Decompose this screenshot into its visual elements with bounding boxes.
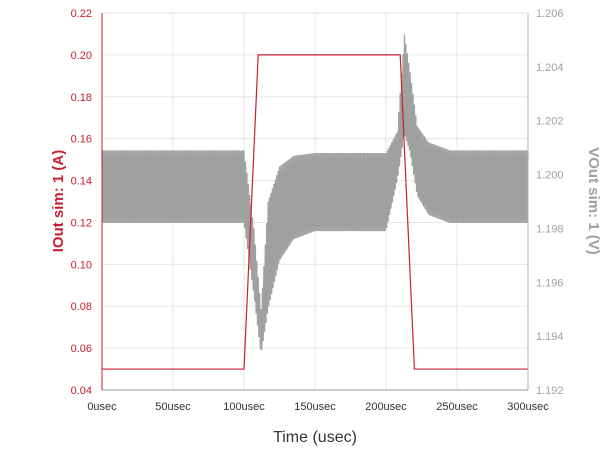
y-left-tick-label: 0.10 xyxy=(71,259,92,271)
y-right-tick-label: 1.200 xyxy=(536,170,564,182)
series-line-iout xyxy=(102,54,528,370)
series-vout xyxy=(101,34,529,351)
x-tick-label: 200usec xyxy=(365,401,407,413)
y-right-tick-label: 1.206 xyxy=(536,8,564,20)
y-axis-right-label: VOut sim: 1 (V) xyxy=(585,147,600,255)
y-left-tick-label: 0.04 xyxy=(71,385,92,397)
y-left-tick-label: 0.08 xyxy=(71,301,92,313)
y-left-tick-label: 0.22 xyxy=(71,8,92,20)
axes xyxy=(101,13,529,391)
x-tick-label: 250usec xyxy=(436,401,478,413)
y-right-tick-label: 1.192 xyxy=(536,385,564,397)
y-right-tick-label: 1.202 xyxy=(536,116,564,128)
series-line-vout xyxy=(101,34,529,351)
x-tick-label: 100usec xyxy=(223,401,265,413)
y-left-tick-label: 0.20 xyxy=(71,50,92,62)
x-tick-label: 0usec xyxy=(87,401,117,413)
y-left-tick-label: 0.18 xyxy=(71,92,92,104)
y-left-tick-label: 0.16 xyxy=(71,134,92,146)
y-right-tick-label: 1.198 xyxy=(536,223,564,235)
x-tick-label: 300usec xyxy=(507,401,549,413)
x-tick-label: 50usec xyxy=(155,401,191,413)
series-iout xyxy=(102,54,528,370)
y-right-tick-label: 1.194 xyxy=(536,331,564,343)
x-axis-label: Time (usec) xyxy=(273,429,357,446)
x-tick-label: 150usec xyxy=(294,401,336,413)
y-left-tick-label: 0.12 xyxy=(71,217,92,229)
y-axis-left-label: IOut sim: 1 (A) xyxy=(50,150,67,253)
y-left-tick-label: 0.14 xyxy=(71,176,92,188)
y-right-tick-label: 1.204 xyxy=(536,62,564,74)
y-left-tick-label: 0.06 xyxy=(71,343,92,355)
y-right-tick-label: 1.196 xyxy=(536,277,564,289)
tick-labels: 0.04 0.06 0.08 0.10 0.12 0.14 0.16 0.18 0.20 0.22… xyxy=(71,8,564,413)
